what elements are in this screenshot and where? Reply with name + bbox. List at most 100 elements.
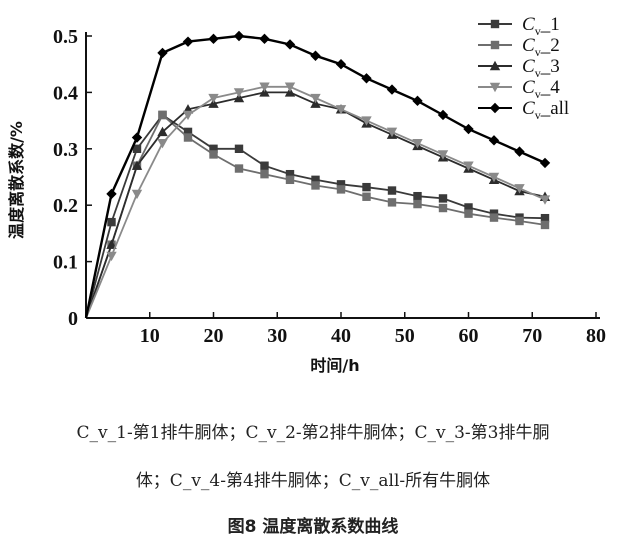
data-point — [437, 109, 449, 121]
series-c-v-all — [84, 30, 551, 319]
series-line — [85, 85, 546, 319]
data-point — [260, 161, 269, 170]
data-point — [540, 213, 550, 223]
series-line — [85, 113, 546, 319]
data-point — [437, 150, 449, 160]
legend-label: Cv_4 — [522, 77, 560, 101]
data-point — [157, 126, 168, 137]
data-point — [260, 169, 269, 179]
data-point — [208, 33, 219, 45]
data-point — [234, 164, 244, 173]
data-point — [183, 127, 193, 137]
legend-marker — [489, 82, 501, 93]
y-tick-label: 0.2 — [53, 195, 78, 217]
x-tick-label: 40 — [331, 325, 351, 347]
data-point — [284, 82, 296, 92]
data-point — [515, 216, 524, 226]
legend-label: Cv_3 — [522, 56, 560, 80]
data-point — [488, 135, 500, 146]
data-point — [311, 181, 320, 190]
legend-label: Cv_2 — [522, 35, 560, 59]
data-point — [463, 161, 474, 171]
series-c-v-4 — [85, 82, 551, 319]
data-point — [284, 39, 296, 50]
data-point — [387, 198, 397, 207]
legend-marker — [489, 60, 501, 71]
data-point — [413, 191, 422, 201]
y-tick-label: 0.3 — [53, 139, 78, 161]
data-point — [464, 203, 473, 212]
data-point — [157, 138, 168, 149]
x-axis-label: 时间/h — [310, 356, 359, 375]
y-axis-label: 温度离散系数/% — [7, 121, 26, 240]
data-point — [438, 194, 448, 203]
legend-entry: Cv_1 — [478, 14, 560, 38]
data-point — [106, 251, 117, 262]
x-tick-label: 80 — [586, 325, 606, 347]
data-point — [386, 84, 398, 95]
data-point — [336, 185, 346, 194]
data-point — [106, 188, 117, 200]
series-line — [85, 113, 546, 319]
x-tick-label: 60 — [459, 325, 479, 347]
data-point — [387, 186, 397, 195]
x-tick-label: 20 — [204, 325, 224, 347]
y-tick-label: 0 — [68, 308, 78, 330]
x-tick-label: 50 — [395, 325, 415, 347]
data-point — [463, 123, 474, 135]
data-point — [285, 169, 295, 179]
data-point — [233, 88, 245, 98]
data-point — [182, 110, 194, 121]
data-point — [182, 36, 194, 47]
data-point — [310, 50, 321, 61]
x-tick-label: 10 — [140, 325, 160, 347]
data-point — [311, 175, 320, 185]
data-point — [540, 220, 550, 230]
data-point — [361, 116, 372, 126]
data-point — [131, 160, 143, 170]
data-point — [209, 144, 218, 153]
data-point — [413, 199, 422, 209]
series-layer — [84, 30, 551, 319]
legend: Cv_1Cv_2Cv_3Cv_4Cv_all — [478, 14, 569, 122]
data-point — [412, 138, 423, 149]
data-point — [488, 172, 500, 183]
data-point — [386, 127, 398, 138]
data-point — [107, 217, 116, 227]
y-tick-label: 0.1 — [53, 252, 78, 274]
data-point — [234, 144, 244, 153]
legend-label: Cv_all — [522, 98, 569, 122]
data-point — [514, 146, 525, 157]
data-point — [259, 33, 270, 45]
legend-entry: Cv_2 — [478, 35, 560, 59]
legend-label: Cv_1 — [522, 14, 560, 38]
legend-marker — [490, 40, 500, 50]
data-point — [131, 132, 143, 143]
x-tick-label: 30 — [267, 325, 287, 347]
caption-line-2: 体；C_v_4-第4排牛胴体；C_v_all-所有牛胴体 — [135, 471, 491, 491]
data-point — [361, 73, 372, 84]
data-point — [157, 47, 168, 59]
y-tick-label: 0.4 — [53, 82, 78, 104]
data-point — [336, 180, 346, 189]
data-point — [183, 133, 193, 142]
data-point — [362, 192, 371, 201]
data-point — [464, 209, 473, 218]
data-point — [335, 105, 347, 115]
data-point — [362, 182, 371, 192]
data-point — [310, 93, 321, 104]
data-point — [233, 30, 245, 42]
data-point — [132, 144, 142, 153]
data-point — [209, 150, 218, 159]
data-point — [131, 189, 143, 200]
data-point — [259, 82, 270, 92]
x-tick-label: 70 — [522, 325, 542, 347]
caption-line-1: C_v_1-第1排牛胴体；C_v_2-第2排牛胴体；C_v_3-第3排牛胴 — [76, 423, 550, 443]
legend-entry: Cv_all — [478, 98, 569, 122]
data-point — [489, 213, 499, 222]
legend-entry: Cv_4 — [478, 77, 560, 101]
data-point — [539, 157, 551, 169]
series-c-v-3 — [85, 87, 551, 319]
data-point — [285, 175, 295, 185]
